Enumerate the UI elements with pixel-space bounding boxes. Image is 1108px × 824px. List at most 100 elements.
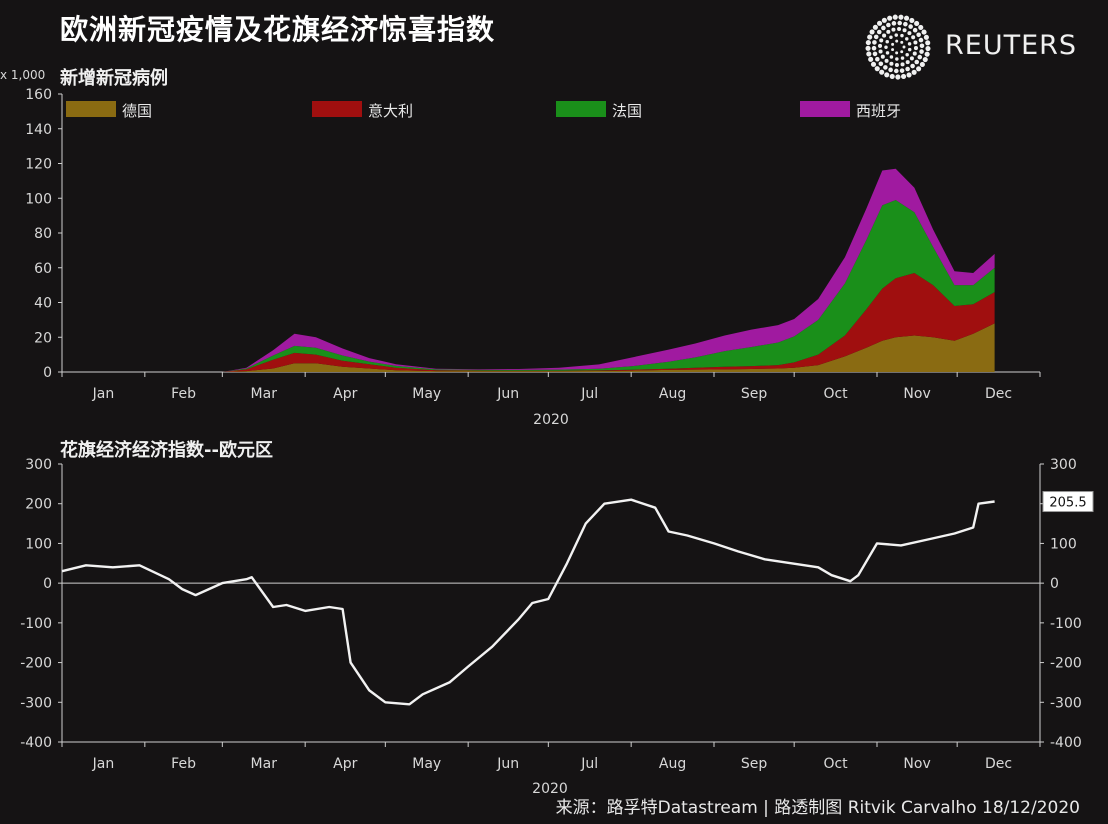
citi-x-tick-label: Aug <box>659 756 686 772</box>
reuters-dot <box>873 34 879 40</box>
reuters-dot <box>885 51 890 55</box>
citi-right-tick-label: 300 <box>1050 457 1077 473</box>
reuters-dot <box>905 60 910 65</box>
cases-x-tick-label: Mar <box>251 386 278 402</box>
source-note: 来源：路孚特Datastream | 路透制图 Ritvik Carvalho … <box>555 798 1080 818</box>
reuters-dot <box>871 45 877 51</box>
citi-x-tick-label: Jun <box>496 756 519 772</box>
reuters-dot <box>894 33 899 37</box>
reuters-dot <box>895 74 901 80</box>
reuters-dot <box>921 29 927 35</box>
cases-area-3 <box>62 168 995 372</box>
reuters-dot <box>911 69 917 75</box>
legend-swatch-2 <box>556 101 606 117</box>
citi-x-tick-label: Mar <box>251 756 278 772</box>
reuters-dot <box>872 51 878 57</box>
citi-right-tick-label: -300 <box>1050 695 1082 711</box>
citi-x-tick-label: Jul <box>580 756 598 772</box>
reuters-dot <box>880 54 885 59</box>
cases-x-tick-label: Jun <box>496 386 519 402</box>
reuters-dot <box>914 20 920 27</box>
reuters-dot <box>918 24 924 31</box>
reuters-dot <box>874 66 880 72</box>
reuters-dot <box>865 45 871 51</box>
reuters-dot <box>872 24 878 30</box>
reuters-dot <box>925 40 931 46</box>
reuters-dot <box>895 51 899 55</box>
citi-left-tick-label: 300 <box>25 457 52 473</box>
reuters-dot <box>875 56 880 62</box>
cases-x-tick-label: Aug <box>659 386 686 402</box>
reuters-dot <box>900 50 904 54</box>
reuters-dot <box>901 73 907 80</box>
reuters-dot <box>916 32 921 38</box>
cases-x-axis-label: 2020 <box>533 412 569 428</box>
reuters-dot <box>907 42 912 46</box>
reuters-dot <box>910 63 915 69</box>
last-value-label: 205.5 <box>1049 496 1086 511</box>
citi-right-tick-label: 100 <box>1050 536 1077 552</box>
citi-left-tick-label: 200 <box>25 497 52 513</box>
reuters-dot <box>868 56 874 62</box>
reuters-dot <box>889 55 894 59</box>
cases-y-tick-label: 20 <box>34 330 52 346</box>
citi-chart-title: 花旗经济经济指数--欧元区 <box>60 440 273 461</box>
reuters-dot <box>881 25 886 31</box>
reuters-dot <box>919 49 924 54</box>
legend-label-2: 法国 <box>612 102 642 120</box>
reuters-dot <box>924 51 930 57</box>
citi-left-tick-label: 0 <box>43 576 52 592</box>
cases-x-tick-label: Jul <box>580 386 598 402</box>
reuters-dot <box>889 73 895 80</box>
reuters-dot <box>916 66 922 72</box>
citi-x-tick-label: Jan <box>92 756 115 772</box>
cases-chart-title: 新增新冠病例 <box>60 68 168 89</box>
reuters-dot <box>912 27 918 33</box>
citi-left-tick-label: -300 <box>20 695 52 711</box>
reuters-dot <box>892 14 898 20</box>
cases-x-tick-label: Feb <box>171 386 196 402</box>
reuters-dot <box>903 21 908 27</box>
cases-x-tick-label: Sep <box>741 386 768 402</box>
reuters-dot <box>923 34 929 40</box>
reuters-logo <box>865 14 931 80</box>
reuters-dot <box>911 35 916 40</box>
reuters-dot <box>866 51 872 57</box>
reuters-dot <box>885 39 889 44</box>
citi-x-tick-label: Nov <box>903 756 930 772</box>
reuters-dot <box>872 40 877 45</box>
reuters-dot <box>895 39 899 43</box>
citi-x-tick-label: Dec <box>985 756 1012 772</box>
cases-x-tick-label: Oct <box>823 386 848 402</box>
citi-x-axis-label: 2020 <box>532 781 568 797</box>
reuters-dot <box>922 56 928 63</box>
cases-x-tick-label: Dec <box>985 386 1012 402</box>
reuters-dot <box>909 56 914 61</box>
reuters-dot <box>907 47 912 52</box>
cases-area-2 <box>62 200 995 372</box>
reuters-dot <box>883 65 888 70</box>
reuters-dot <box>891 21 897 26</box>
reuters-dot <box>888 67 893 73</box>
reuters-dot <box>884 45 888 50</box>
reuters-dot <box>889 61 894 66</box>
reuters-dot <box>900 62 905 67</box>
main-title: 欧洲新冠疫情及花旗经济惊喜指数 <box>60 13 496 46</box>
cases-x-tick-label: Apr <box>333 386 357 402</box>
cases-y-tick-label: 0 <box>43 365 52 381</box>
reuters-dot <box>918 37 924 43</box>
reuters-dot <box>891 42 895 46</box>
reuters-dot <box>895 57 899 61</box>
citi-left-tick-label: 100 <box>25 536 52 552</box>
reuters-dot <box>887 15 893 21</box>
reuters-dot <box>900 56 905 60</box>
citi-right-tick-label: 0 <box>1050 576 1059 592</box>
reuters-dot <box>917 54 923 60</box>
citi-x-tick-label: Apr <box>333 756 357 772</box>
citi-x-tick-label: Sep <box>741 756 768 772</box>
reuters-dot <box>867 34 873 40</box>
reuters-dot <box>909 17 915 23</box>
reuters-dot <box>876 20 883 26</box>
reuters-dot <box>894 68 899 74</box>
legend-swatch-3 <box>800 101 850 117</box>
